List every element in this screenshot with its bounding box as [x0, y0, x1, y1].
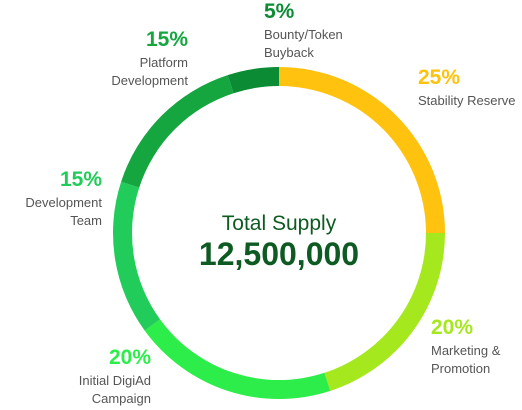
category-label: Initial DigiAd Campaign [78, 373, 151, 406]
donut-segment [112, 181, 161, 331]
segment-label: 20% Initial DigiAd Campaign [41, 346, 151, 408]
category-label: Development Team [25, 195, 102, 228]
center-title: Total Supply [221, 212, 337, 235]
category-label: Bounty/Token Buyback [264, 27, 343, 60]
segment-label: 20% Marketing & Promotion [431, 316, 522, 378]
category-label: Platform Development [111, 55, 188, 88]
segment-label: 25% Stability Reserve [418, 66, 522, 110]
percent-label: 5% [264, 0, 295, 23]
category-label: Stability Reserve [418, 93, 516, 108]
donut-segment [227, 67, 279, 94]
percent-label: 25% [418, 66, 461, 89]
segment-label: 5% Bounty/Token Buyback [264, 0, 374, 62]
percent-label: 20% [431, 316, 474, 339]
donut-segment [144, 319, 331, 399]
percent-label: 15% [145, 28, 188, 51]
segment-label: 15% Platform Development [78, 28, 188, 90]
donut-segment [121, 75, 234, 188]
donut-segment [279, 67, 445, 233]
donut-segment [324, 233, 445, 391]
center-value: 12,500,000 [198, 236, 360, 272]
segment-label: 15% Development Team [0, 168, 102, 230]
category-label: Marketing & Promotion [431, 343, 501, 376]
percent-label: 15% [59, 168, 102, 191]
percent-label: 20% [108, 346, 151, 369]
